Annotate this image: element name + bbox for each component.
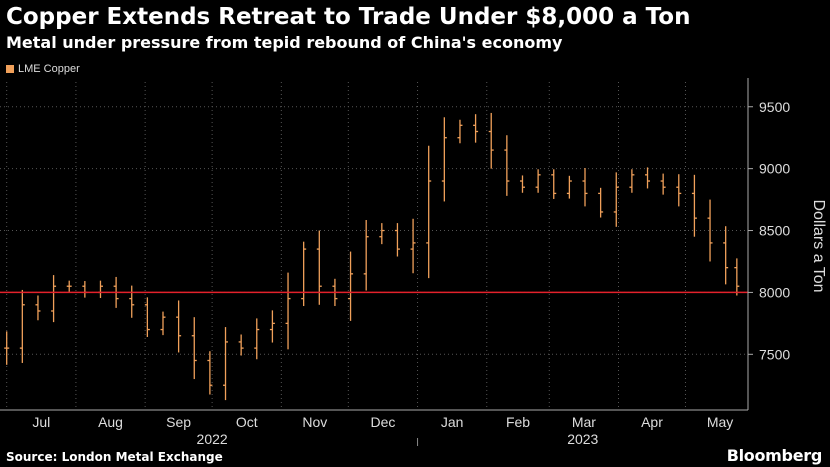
gridlines — [0, 82, 748, 410]
x-tick-label: May — [707, 414, 733, 430]
x-tick-label: Nov — [302, 414, 327, 430]
x-tick-label: Sep — [166, 414, 191, 430]
ohlc-bars — [4, 112, 740, 401]
x-tick-label: Jul — [32, 414, 50, 430]
x-tick-label: Feb — [506, 414, 530, 430]
x-tick-label: Dec — [370, 414, 395, 430]
x-axis: Jul Aug Sep Oct Nov Dec Jan Feb Mar Apr May 2022 202… — [0, 409, 748, 447]
legend: LME Copper — [6, 63, 80, 75]
chart-title: Copper Extends Retreat to Trade Under $8… — [6, 4, 691, 30]
x-tick-label: Mar — [572, 414, 596, 430]
y-tick-label: 9500 — [759, 99, 790, 115]
x-tick-label: Apr — [641, 414, 663, 430]
legend-label-lme-copper: LME Copper — [18, 63, 80, 75]
chart-subtitle: Metal under pressure from tepid rebound … — [6, 33, 563, 52]
y-axis-label: Dollars a Ton — [810, 199, 827, 292]
y-tick-label: 8000 — [759, 284, 790, 300]
legend-swatch — [6, 65, 14, 73]
y-tick-label: 9000 — [759, 161, 790, 177]
x-tick-label: Oct — [236, 414, 258, 430]
x-tick-label: Jan — [441, 414, 464, 430]
y-tick-label: 7500 — [759, 346, 790, 362]
x-year-label: 2023 — [567, 431, 598, 447]
x-year-label: 2022 — [197, 431, 228, 447]
bloomberg-logo: Bloomberg — [726, 446, 823, 465]
source-note: Source: London Metal Exchange — [6, 450, 223, 464]
y-axis: 7500 8000 8500 9000 9500 Dollars a Ton — [747, 78, 827, 410]
x-tick-label: Aug — [98, 414, 123, 430]
y-tick-label: 8500 — [759, 223, 790, 239]
